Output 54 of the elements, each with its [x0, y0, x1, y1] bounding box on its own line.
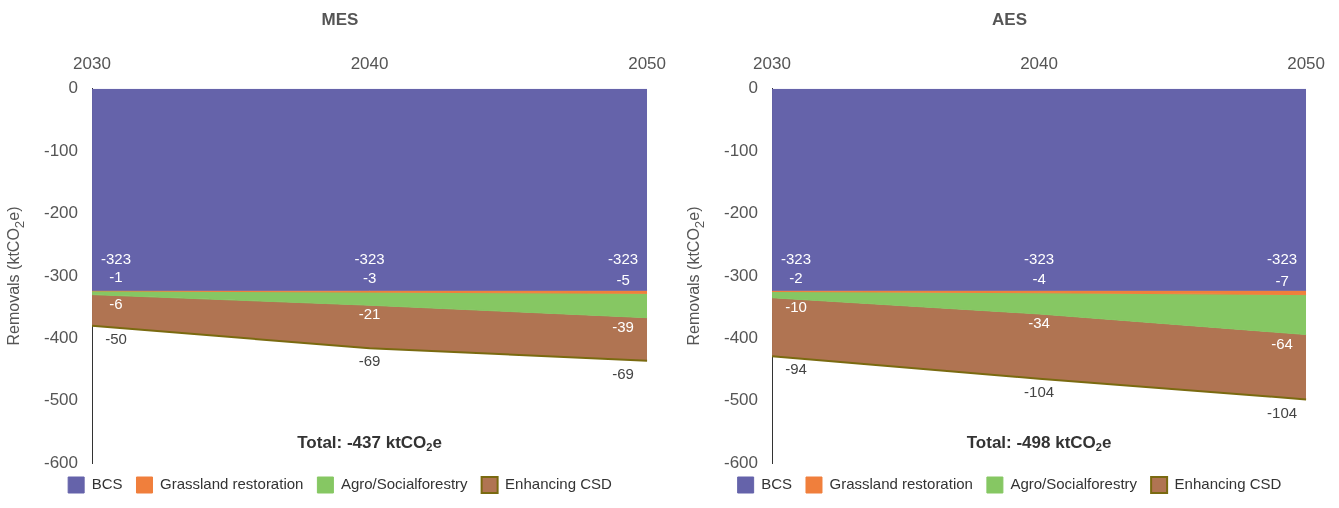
- y-tick-label: -400: [723, 327, 759, 347]
- data-label: -5: [616, 270, 630, 288]
- data-label: -94: [785, 360, 807, 378]
- data-label: -7: [1275, 271, 1289, 289]
- data-label: -34: [1028, 314, 1050, 332]
- y-tick-label: 0: [748, 78, 759, 98]
- data-label: -10: [785, 297, 807, 315]
- y-tick-label: -500: [723, 390, 759, 410]
- data-label: -4: [1032, 269, 1046, 287]
- legend-label: Agro/Socialforestry: [340, 475, 469, 493]
- y-tick-label: -100: [723, 140, 759, 160]
- data-label: -323: [101, 250, 132, 268]
- data-label: -6: [109, 294, 123, 312]
- y-tick-label: -500: [43, 390, 79, 410]
- x-tick-label: 2050: [628, 54, 666, 74]
- legend-label: BCS: [761, 475, 792, 493]
- data-label: -69: [358, 352, 381, 370]
- legend-label: Enhancing CSD: [505, 475, 613, 493]
- y-tick-label: -600: [723, 452, 759, 472]
- legend-label: Agro/Socialforestry: [1010, 475, 1138, 493]
- data-label: -21: [358, 305, 381, 323]
- y-tick-label: 0: [68, 78, 79, 98]
- data-label: -50: [105, 329, 127, 347]
- y-tick-label: -200: [43, 203, 79, 223]
- x-tick-label: 2050: [1287, 54, 1325, 74]
- x-tick-label: 2040: [350, 54, 389, 74]
- chart-title: MES: [321, 9, 359, 29]
- data-label: -2: [789, 268, 803, 286]
- x-tick-label: 2040: [1020, 54, 1058, 74]
- data-label: -104: [1024, 382, 1055, 400]
- data-label: -69: [612, 364, 634, 382]
- y-tick-label: -100: [43, 140, 79, 160]
- data-label: -3: [362, 269, 377, 287]
- y-tick-label: -300: [723, 265, 759, 285]
- y-tick-label: -600: [43, 452, 79, 472]
- data-label: -323: [1267, 250, 1298, 268]
- data-label: -104: [1267, 403, 1298, 421]
- legend-label: Grassland restoration: [829, 475, 973, 493]
- chart-title: AES: [992, 9, 1027, 29]
- data-label: -323: [1024, 250, 1055, 268]
- y-tick-label: -200: [723, 203, 759, 223]
- data-label: -323: [608, 250, 639, 268]
- y-tick-label: -300: [43, 265, 79, 285]
- data-label: -323: [781, 250, 812, 268]
- data-label: -323: [354, 250, 385, 268]
- legend-label: Grassland restoration: [160, 475, 304, 493]
- x-tick-label: 2030: [73, 54, 111, 74]
- data-label: -64: [1271, 334, 1293, 352]
- data-label: -1: [109, 268, 123, 286]
- legend-label: BCS: [91, 475, 123, 493]
- y-tick-label: -400: [43, 327, 79, 347]
- x-tick-label: 2030: [753, 54, 791, 74]
- legend-label: Enhancing CSD: [1174, 475, 1282, 493]
- data-label: -39: [612, 317, 634, 335]
